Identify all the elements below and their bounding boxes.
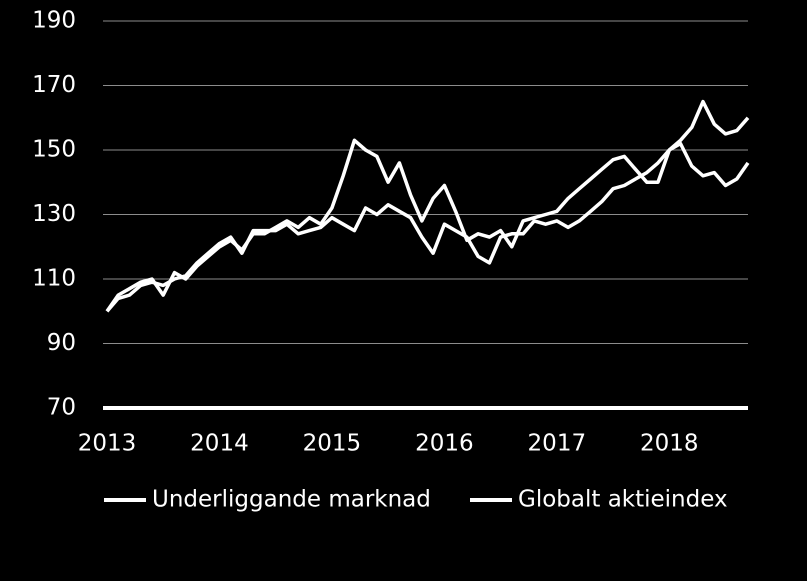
y-tick-label: 150 bbox=[32, 137, 76, 163]
y-tick-label: 170 bbox=[32, 72, 76, 98]
x-tick-label: 2018 bbox=[640, 431, 699, 457]
x-tick-label: 2014 bbox=[190, 431, 249, 457]
x-tick-label: 2015 bbox=[303, 431, 362, 457]
y-tick-label: 110 bbox=[32, 266, 76, 292]
y-tick-label: 70 bbox=[47, 395, 76, 421]
legend-label: Underliggande marknad bbox=[152, 487, 431, 513]
series-line bbox=[105, 141, 750, 313]
x-tick-label: 2016 bbox=[415, 431, 474, 457]
legend-label: Globalt aktieindex bbox=[518, 487, 728, 513]
x-tick-label: 2013 bbox=[78, 431, 137, 457]
y-tick-label: 90 bbox=[47, 330, 76, 356]
y-tick-label: 190 bbox=[32, 8, 76, 34]
x-tick-label: 2017 bbox=[528, 431, 587, 457]
y-tick-label: 130 bbox=[32, 201, 76, 227]
